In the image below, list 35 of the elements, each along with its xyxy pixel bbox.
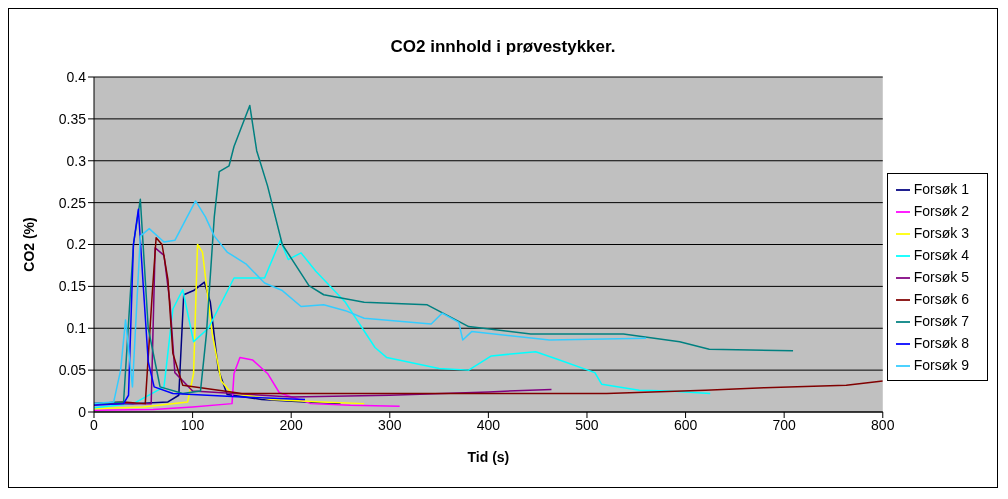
y-tick-label: 0.25 xyxy=(58,194,87,211)
line-series xyxy=(94,239,711,409)
line-series xyxy=(94,356,401,412)
legend-label: Forsøk 3 xyxy=(913,225,969,241)
y-tick-label: 0.1 xyxy=(66,320,87,337)
y-tick-label: 0.4 xyxy=(66,68,87,85)
x-tick-label: 400 xyxy=(476,416,501,433)
x-tick-label: 200 xyxy=(279,416,304,433)
y-tick-label: 0.15 xyxy=(58,278,87,295)
line-series xyxy=(94,243,365,410)
legend-label: Forsøk 1 xyxy=(913,181,969,197)
legend-label: Forsøk 9 xyxy=(913,357,969,373)
x-tick-label: 300 xyxy=(378,416,402,433)
y-tick-label: 0 xyxy=(78,403,87,420)
line-series xyxy=(94,208,306,407)
y-tick-label: 0.2 xyxy=(66,236,87,253)
legend-label: Forsøk 6 xyxy=(913,291,969,307)
legend-label: Forsøk 4 xyxy=(913,247,969,263)
x-axis-title: Tid (s) xyxy=(467,449,510,465)
legend-label: Forsøk 2 xyxy=(913,203,969,219)
x-tick-label: 500 xyxy=(575,416,599,433)
x-tick-label: 600 xyxy=(673,416,698,433)
x-tick-label: 0 xyxy=(90,416,99,433)
legend-label: Forsøk 7 xyxy=(913,313,969,329)
y-tick-label: 0.05 xyxy=(58,362,87,379)
legend-label: Forsøk 5 xyxy=(913,269,969,285)
y-axis-title: CO2 (%) xyxy=(20,217,37,272)
legend-label: Forsøk 8 xyxy=(913,335,969,351)
chart-title: CO2 innhold i prøvestykker. xyxy=(389,36,617,58)
y-tick-label: 0.35 xyxy=(58,110,87,127)
x-tick-label: 700 xyxy=(772,416,797,433)
y-tick-label: 0.3 xyxy=(66,152,87,169)
x-tick-label: 800 xyxy=(871,416,895,433)
x-tick-label: 100 xyxy=(180,416,205,433)
line-series xyxy=(94,200,647,405)
